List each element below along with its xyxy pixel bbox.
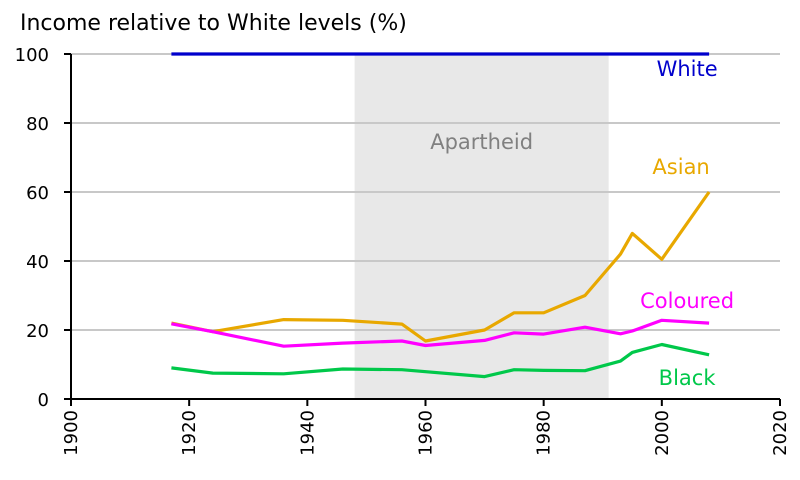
apartheid-shaded-region — [354, 54, 609, 399]
y-tick-label-80: 80 — [26, 114, 49, 135]
series-line-black — [171, 342, 710, 379]
x-tick-label-2020: 2020 — [770, 410, 791, 456]
series-label-asian: Asian — [652, 155, 709, 179]
x-tick-label-2000: 2000 — [652, 410, 673, 456]
y-tick-label-40: 40 — [26, 252, 49, 273]
apartheid-label: Apartheid — [430, 130, 533, 154]
series-label-white: White — [657, 57, 718, 81]
x-tick-label-1980: 1980 — [534, 410, 555, 456]
y-tick-label-100: 100 — [15, 45, 49, 66]
y-tick-label-0: 0 — [38, 390, 49, 411]
series-line-asian — [171, 191, 711, 343]
x-tick-label-1940: 1940 — [297, 410, 318, 456]
chart-title: Income relative to White levels (%) — [20, 11, 407, 36]
x-tick-label-1920: 1920 — [179, 410, 200, 456]
series-label-coloured: Coloured — [640, 289, 734, 313]
series-line-coloured — [171, 318, 710, 348]
series-label-black: Black — [659, 366, 717, 390]
y-tick-label-20: 20 — [26, 321, 49, 342]
x-tick-label-1960: 1960 — [416, 410, 437, 456]
x-tick-label-1900: 1900 — [61, 410, 82, 456]
y-tick-label-60: 60 — [26, 183, 49, 204]
